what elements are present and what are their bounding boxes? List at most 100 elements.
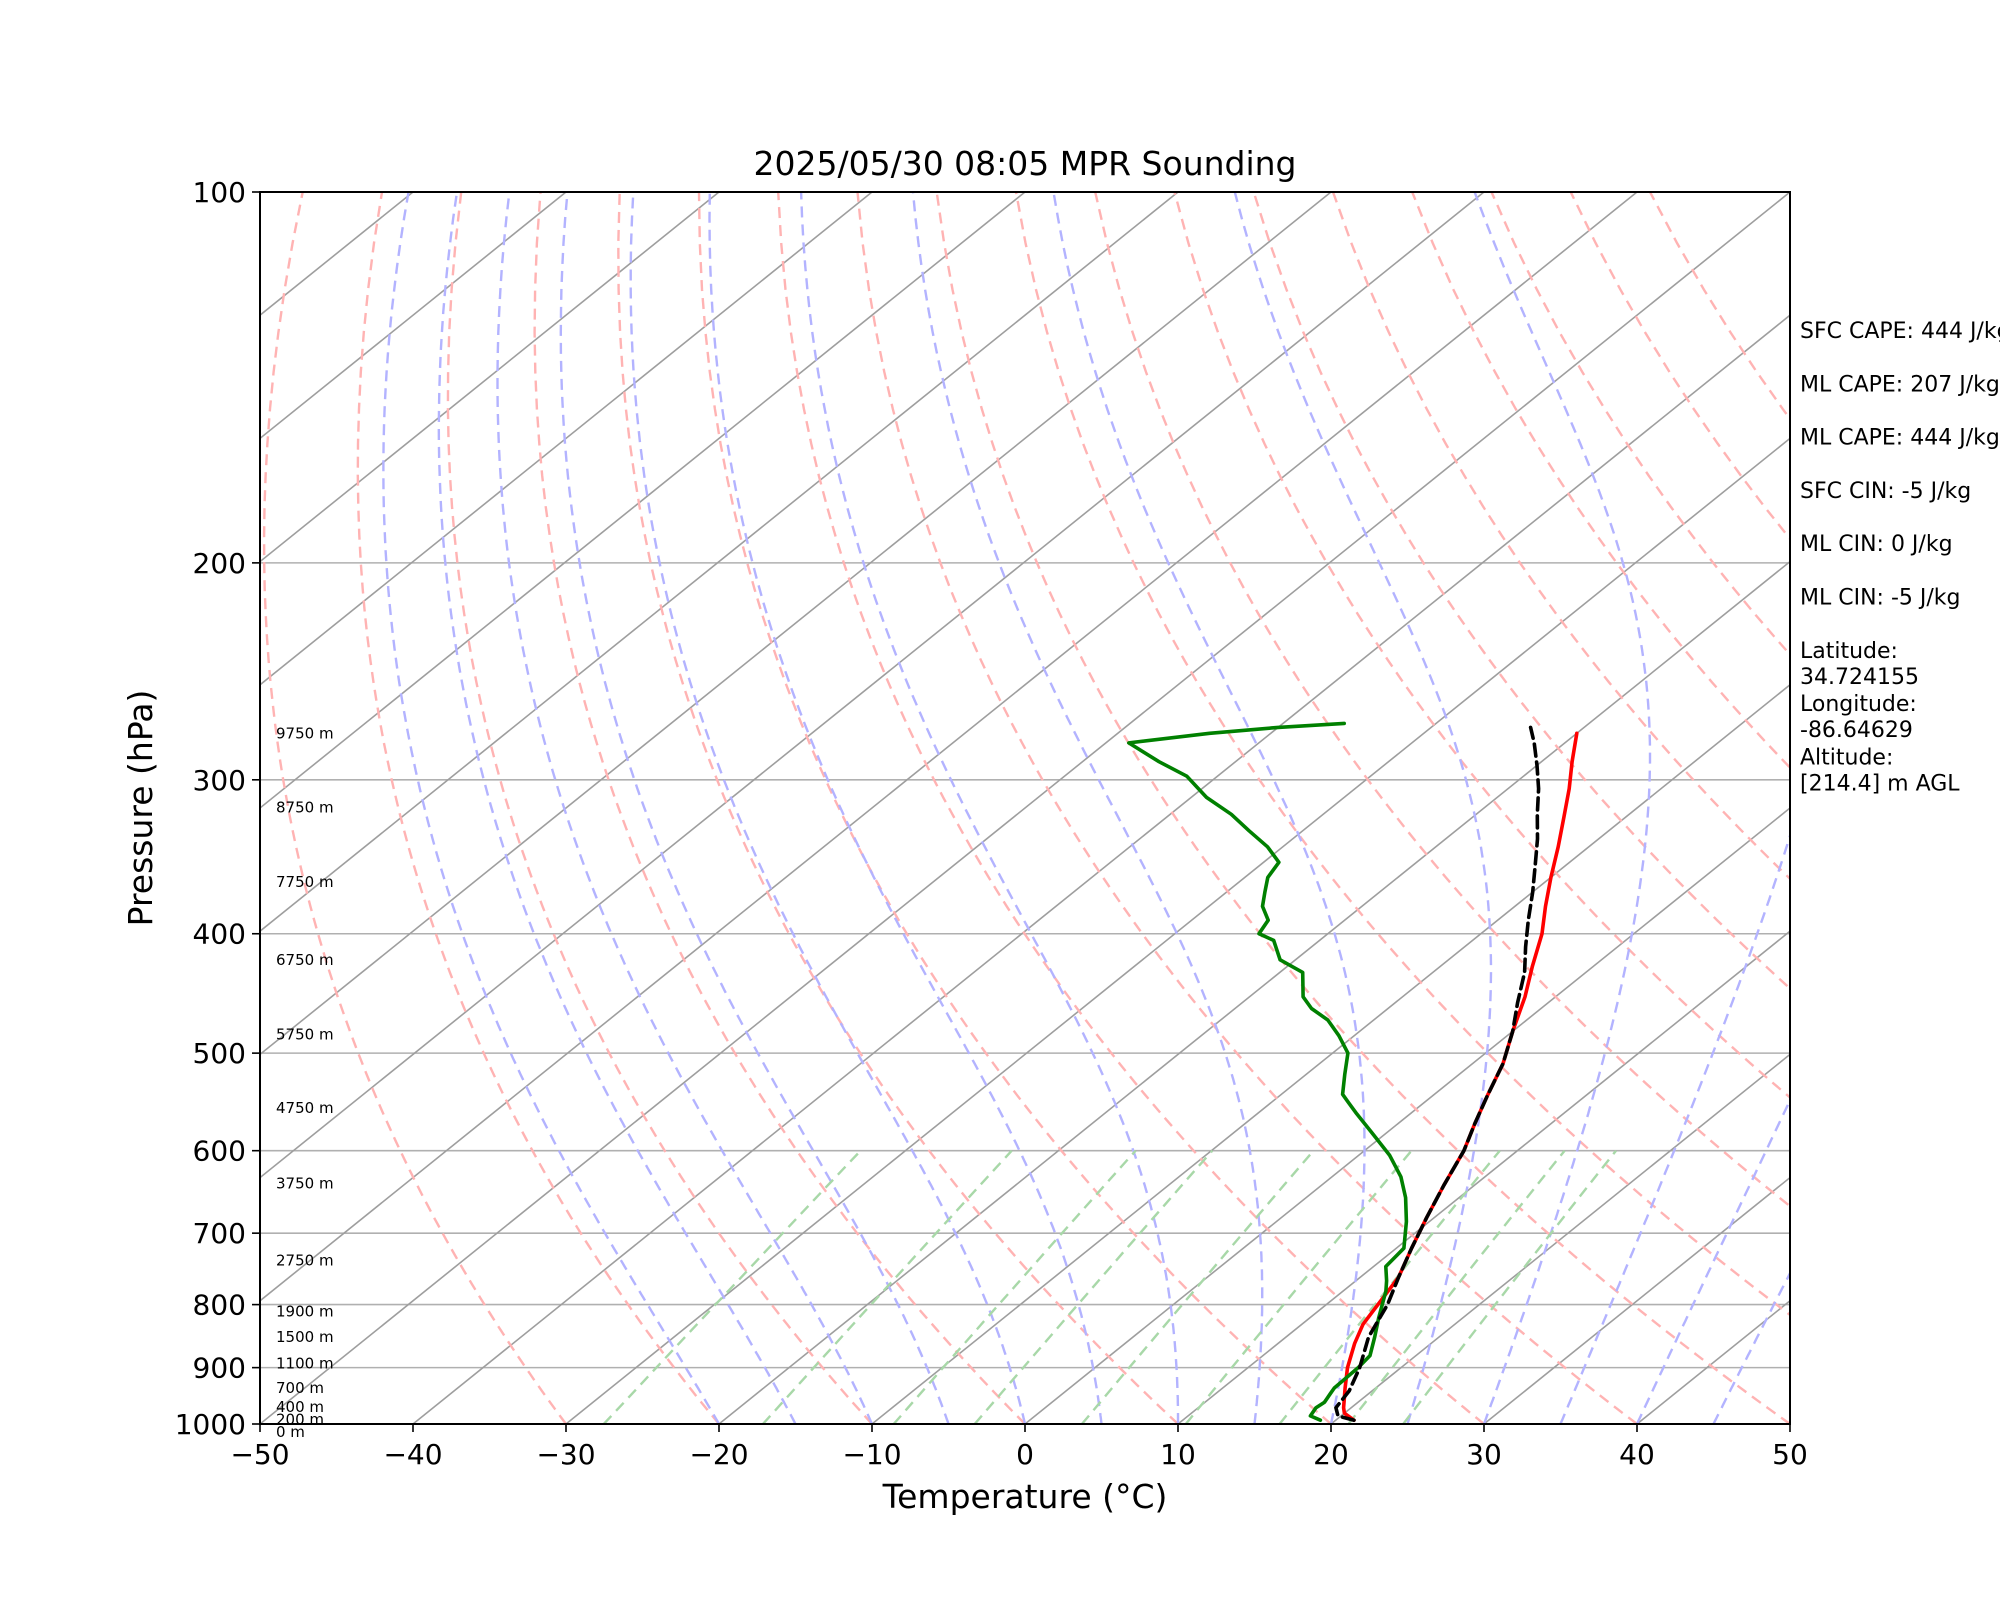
dry-adiabat-line — [777, 192, 1485, 1424]
x-tick-label: −40 — [383, 1438, 442, 1471]
mixing-ratio-line — [1278, 1149, 1501, 1424]
y-tick-label: 800 — [193, 1289, 246, 1322]
y-tick-label: 200 — [193, 547, 246, 580]
y-tick-label: 300 — [193, 764, 246, 797]
stat-entry: ML CAPE: 444 J/kg — [1800, 426, 2000, 451]
moist-adiabat-line — [1473, 192, 1652, 1424]
isotherm-line — [260, 192, 1638, 1302]
dewpoint-profile-line — [1127, 721, 1409, 1422]
moist-adiabat-line — [629, 192, 1027, 1424]
height-label: 1900 m — [276, 1302, 334, 1320]
height-label: 700 m — [276, 1379, 324, 1397]
x-tick-label: 30 — [1466, 1438, 1502, 1471]
x-tick-label: 0 — [1016, 1438, 1034, 1471]
dry-adiabat-line — [1411, 192, 1790, 770]
stat-line: ML CIN: -5 J/kg — [1800, 586, 1960, 611]
isotherm-line — [260, 192, 1026, 810]
x-tick-label: 40 — [1619, 1438, 1655, 1471]
dry-adiabat-line — [533, 192, 1026, 1424]
mixing-ratio-line — [892, 1149, 1137, 1424]
y-tick-label: 1000 — [175, 1408, 246, 1441]
stat-line: SFC CAPE: 444 J/kg — [1800, 319, 2000, 344]
height-label: 0 m — [276, 1423, 305, 1441]
stat-line: ML CAPE: 444 J/kg — [1800, 426, 2000, 451]
moist-adiabat-line — [382, 192, 721, 1424]
x-axis-ticks: −50 −40 −30 −20 −10 0 10 20 30 40 50 — [230, 1424, 1808, 1471]
dry-adiabat-line — [935, 192, 1790, 1424]
stat-entry: ML CIN: 0 J/kg — [1800, 532, 1953, 557]
y-tick-label: 600 — [193, 1135, 246, 1168]
x-tick-label: −20 — [689, 1438, 748, 1471]
stat-line: Latitude: — [1800, 639, 1898, 664]
dry-adiabat-line — [1331, 192, 1790, 881]
isotherm-line — [412, 314, 1790, 1424]
mixing-ratio-line — [1080, 1149, 1315, 1424]
series-layer — [1127, 721, 1579, 1422]
stat-entry: SFC CAPE: 444 J/kg — [1800, 319, 2000, 344]
moist-adiabat-line — [708, 192, 1103, 1424]
height-label: 5750 m — [276, 1026, 334, 1044]
dry-adiabat-line — [697, 192, 1332, 1424]
mixing-ratio-line — [762, 1149, 1013, 1424]
sounding-stats: SFC CAPE: 444 J/kg ML CAPE: 207 J/kg ML CA… — [1800, 319, 2000, 796]
moist-adiabat-line — [1635, 1097, 1790, 1424]
height-label: 400 m — [276, 1398, 324, 1416]
stat-entry: SFC CIN: -5 J/kg — [1800, 479, 1971, 504]
stat-line: SFC CIN: -5 J/kg — [1800, 479, 1971, 504]
isotherm-line — [1330, 1053, 1790, 1424]
height-label: 7750 m — [276, 873, 334, 891]
moist-adiabat-line — [1052, 192, 1366, 1424]
height-label: 8750 m — [276, 799, 334, 817]
y-tick-label: 100 — [193, 176, 246, 209]
dry-adiabat-line — [446, 192, 873, 1424]
isotherm-line — [260, 192, 567, 440]
x-tick-label: −10 — [842, 1438, 901, 1471]
stat-line: Longitude: — [1800, 692, 1917, 717]
y-tick-label: 500 — [193, 1037, 246, 1070]
isotherm-line — [1177, 930, 1790, 1424]
x-tick-label: −30 — [536, 1438, 595, 1471]
moist-adiabat-line — [559, 192, 950, 1424]
dry-adiabat-line — [1252, 192, 1790, 991]
isotherm-line — [260, 192, 1332, 1056]
y-axis-label: Pressure (hPa) — [121, 690, 160, 927]
dry-adiabat-line — [356, 192, 720, 1424]
stat-line: ML CAPE: 207 J/kg — [1800, 372, 2000, 397]
y-tick-label: 900 — [193, 1352, 246, 1385]
moist-adiabat-line — [1712, 1270, 1790, 1424]
stat-line: [214.4] m AGL — [1800, 771, 1960, 796]
dry-adiabat-line — [617, 192, 1179, 1424]
moist-adiabat-line — [1233, 192, 1493, 1424]
stat-line: -86.64629 — [1800, 718, 1913, 743]
x-axis-label: Temperature (°C) — [882, 1477, 1168, 1516]
height-label: 3750 m — [276, 1175, 334, 1193]
y-tick-label: 400 — [193, 918, 246, 951]
chart-title: 2025/05/30 08:05 MPR Sounding — [753, 144, 1296, 183]
height-label: 1500 m — [276, 1328, 334, 1346]
isotherm-line — [1024, 806, 1790, 1424]
x-tick-label: 20 — [1313, 1438, 1349, 1471]
stat-entry: Latitude: 34.724155 — [1800, 639, 1919, 690]
stat-entry: Longitude: -86.64629 — [1800, 692, 1917, 743]
height-labels: 9750 m 8750 m 7750 m 6750 m 5750 m 4750 m 3750… — [276, 724, 334, 1441]
stat-line: ML CIN: 0 J/kg — [1800, 532, 1953, 557]
y-tick-label: 700 — [193, 1217, 246, 1250]
reference-lines — [262, 192, 1790, 1424]
dry-adiabat-line — [856, 192, 1638, 1424]
isotherm-line — [565, 437, 1790, 1424]
height-label: 1100 m — [276, 1354, 334, 1372]
moist-adiabat-line — [496, 192, 874, 1424]
mixing-ratio-line — [1184, 1149, 1413, 1424]
x-tick-label: −50 — [230, 1438, 289, 1471]
grid-layer — [260, 192, 1790, 1424]
moist-adiabat-line — [799, 192, 1180, 1424]
stat-line: Altitude: — [1800, 745, 1893, 770]
y-axis-ticks: 100 200 300 400 500 600 700 800 900 1000 — [175, 176, 260, 1441]
isotherm-line — [260, 192, 720, 563]
stat-entry: ML CAPE: 207 J/kg — [1800, 372, 2000, 397]
isotherm-line — [1483, 1176, 1790, 1424]
mixing-ratio-line — [1402, 1149, 1617, 1424]
x-tick-label: 10 — [1160, 1438, 1196, 1471]
moist-adiabat-line — [1559, 192, 1790, 1424]
moist-adiabat-line — [911, 192, 1264, 1424]
